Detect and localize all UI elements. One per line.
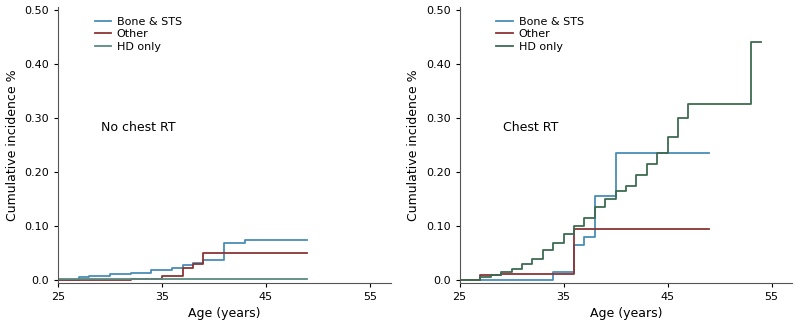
Other <box>569 227 579 231</box>
Other <box>126 276 136 280</box>
HD only <box>705 102 714 106</box>
Bone & STS <box>105 272 115 276</box>
HD only <box>632 173 642 177</box>
Bone & STS <box>476 278 485 282</box>
HD only <box>600 197 610 201</box>
HD only <box>757 40 766 44</box>
HD only <box>590 205 599 209</box>
Text: No chest RT: No chest RT <box>101 121 176 134</box>
Bone & STS <box>85 274 94 278</box>
Line: Bone & STS: Bone & STS <box>58 240 307 280</box>
Bone & STS <box>302 238 312 242</box>
Y-axis label: Cumulative incidence %: Cumulative incidence % <box>6 69 18 221</box>
Legend: Bone & STS, Other, HD only: Bone & STS, Other, HD only <box>492 13 588 56</box>
Other <box>302 251 312 255</box>
Other <box>178 266 188 270</box>
HD only <box>642 162 652 166</box>
Line: Other: Other <box>460 229 709 280</box>
Bone & STS <box>168 266 177 270</box>
Bone & STS <box>178 263 188 267</box>
HD only <box>622 184 631 187</box>
HD only <box>610 189 620 193</box>
Other <box>455 278 464 282</box>
Other <box>476 273 485 277</box>
HD only <box>476 275 485 279</box>
Other <box>240 251 250 255</box>
Bone & STS <box>705 151 714 155</box>
Bone & STS <box>642 151 652 155</box>
HD only <box>455 278 464 282</box>
Y-axis label: Cumulative incidence %: Cumulative incidence % <box>407 69 421 221</box>
HD only <box>302 276 312 280</box>
HD only <box>674 116 683 120</box>
Other <box>590 227 599 231</box>
Line: Other: Other <box>58 253 307 280</box>
HD only <box>746 40 756 44</box>
Other <box>157 274 167 278</box>
Text: Chest RT: Chest RT <box>503 121 559 134</box>
Other <box>53 278 63 282</box>
Bone & STS <box>126 271 136 274</box>
Bone & STS <box>548 270 558 274</box>
Bone & STS <box>74 275 84 279</box>
HD only <box>569 224 579 228</box>
X-axis label: Age (years): Age (years) <box>188 307 260 320</box>
Line: HD only: HD only <box>460 42 761 280</box>
HD only <box>548 242 558 245</box>
Bone & STS <box>188 261 198 265</box>
HD only <box>559 232 568 236</box>
Other <box>642 227 652 231</box>
Other <box>496 272 506 275</box>
Bone & STS <box>455 278 464 282</box>
Bone & STS <box>147 269 156 273</box>
Bone & STS <box>240 238 250 242</box>
Line: Bone & STS: Bone & STS <box>460 153 709 280</box>
HD only <box>538 248 547 252</box>
Bone & STS <box>199 258 208 261</box>
Bone & STS <box>590 194 599 198</box>
Bone & STS <box>579 235 589 239</box>
HD only <box>653 151 662 155</box>
Other <box>199 251 208 255</box>
HD only <box>527 257 537 260</box>
X-axis label: Age (years): Age (years) <box>590 307 662 320</box>
Bone & STS <box>53 278 63 282</box>
HD only <box>663 135 673 139</box>
Legend: Bone & STS, Other, HD only: Bone & STS, Other, HD only <box>90 13 186 56</box>
HD only <box>684 102 693 106</box>
Other <box>705 227 714 231</box>
Bone & STS <box>610 151 620 155</box>
Other <box>188 262 198 266</box>
HD only <box>496 270 506 274</box>
HD only <box>507 267 516 271</box>
Bone & STS <box>569 243 579 247</box>
HD only <box>579 216 589 220</box>
HD only <box>53 276 63 280</box>
HD only <box>486 273 496 277</box>
Bone & STS <box>219 242 229 245</box>
HD only <box>517 262 527 266</box>
